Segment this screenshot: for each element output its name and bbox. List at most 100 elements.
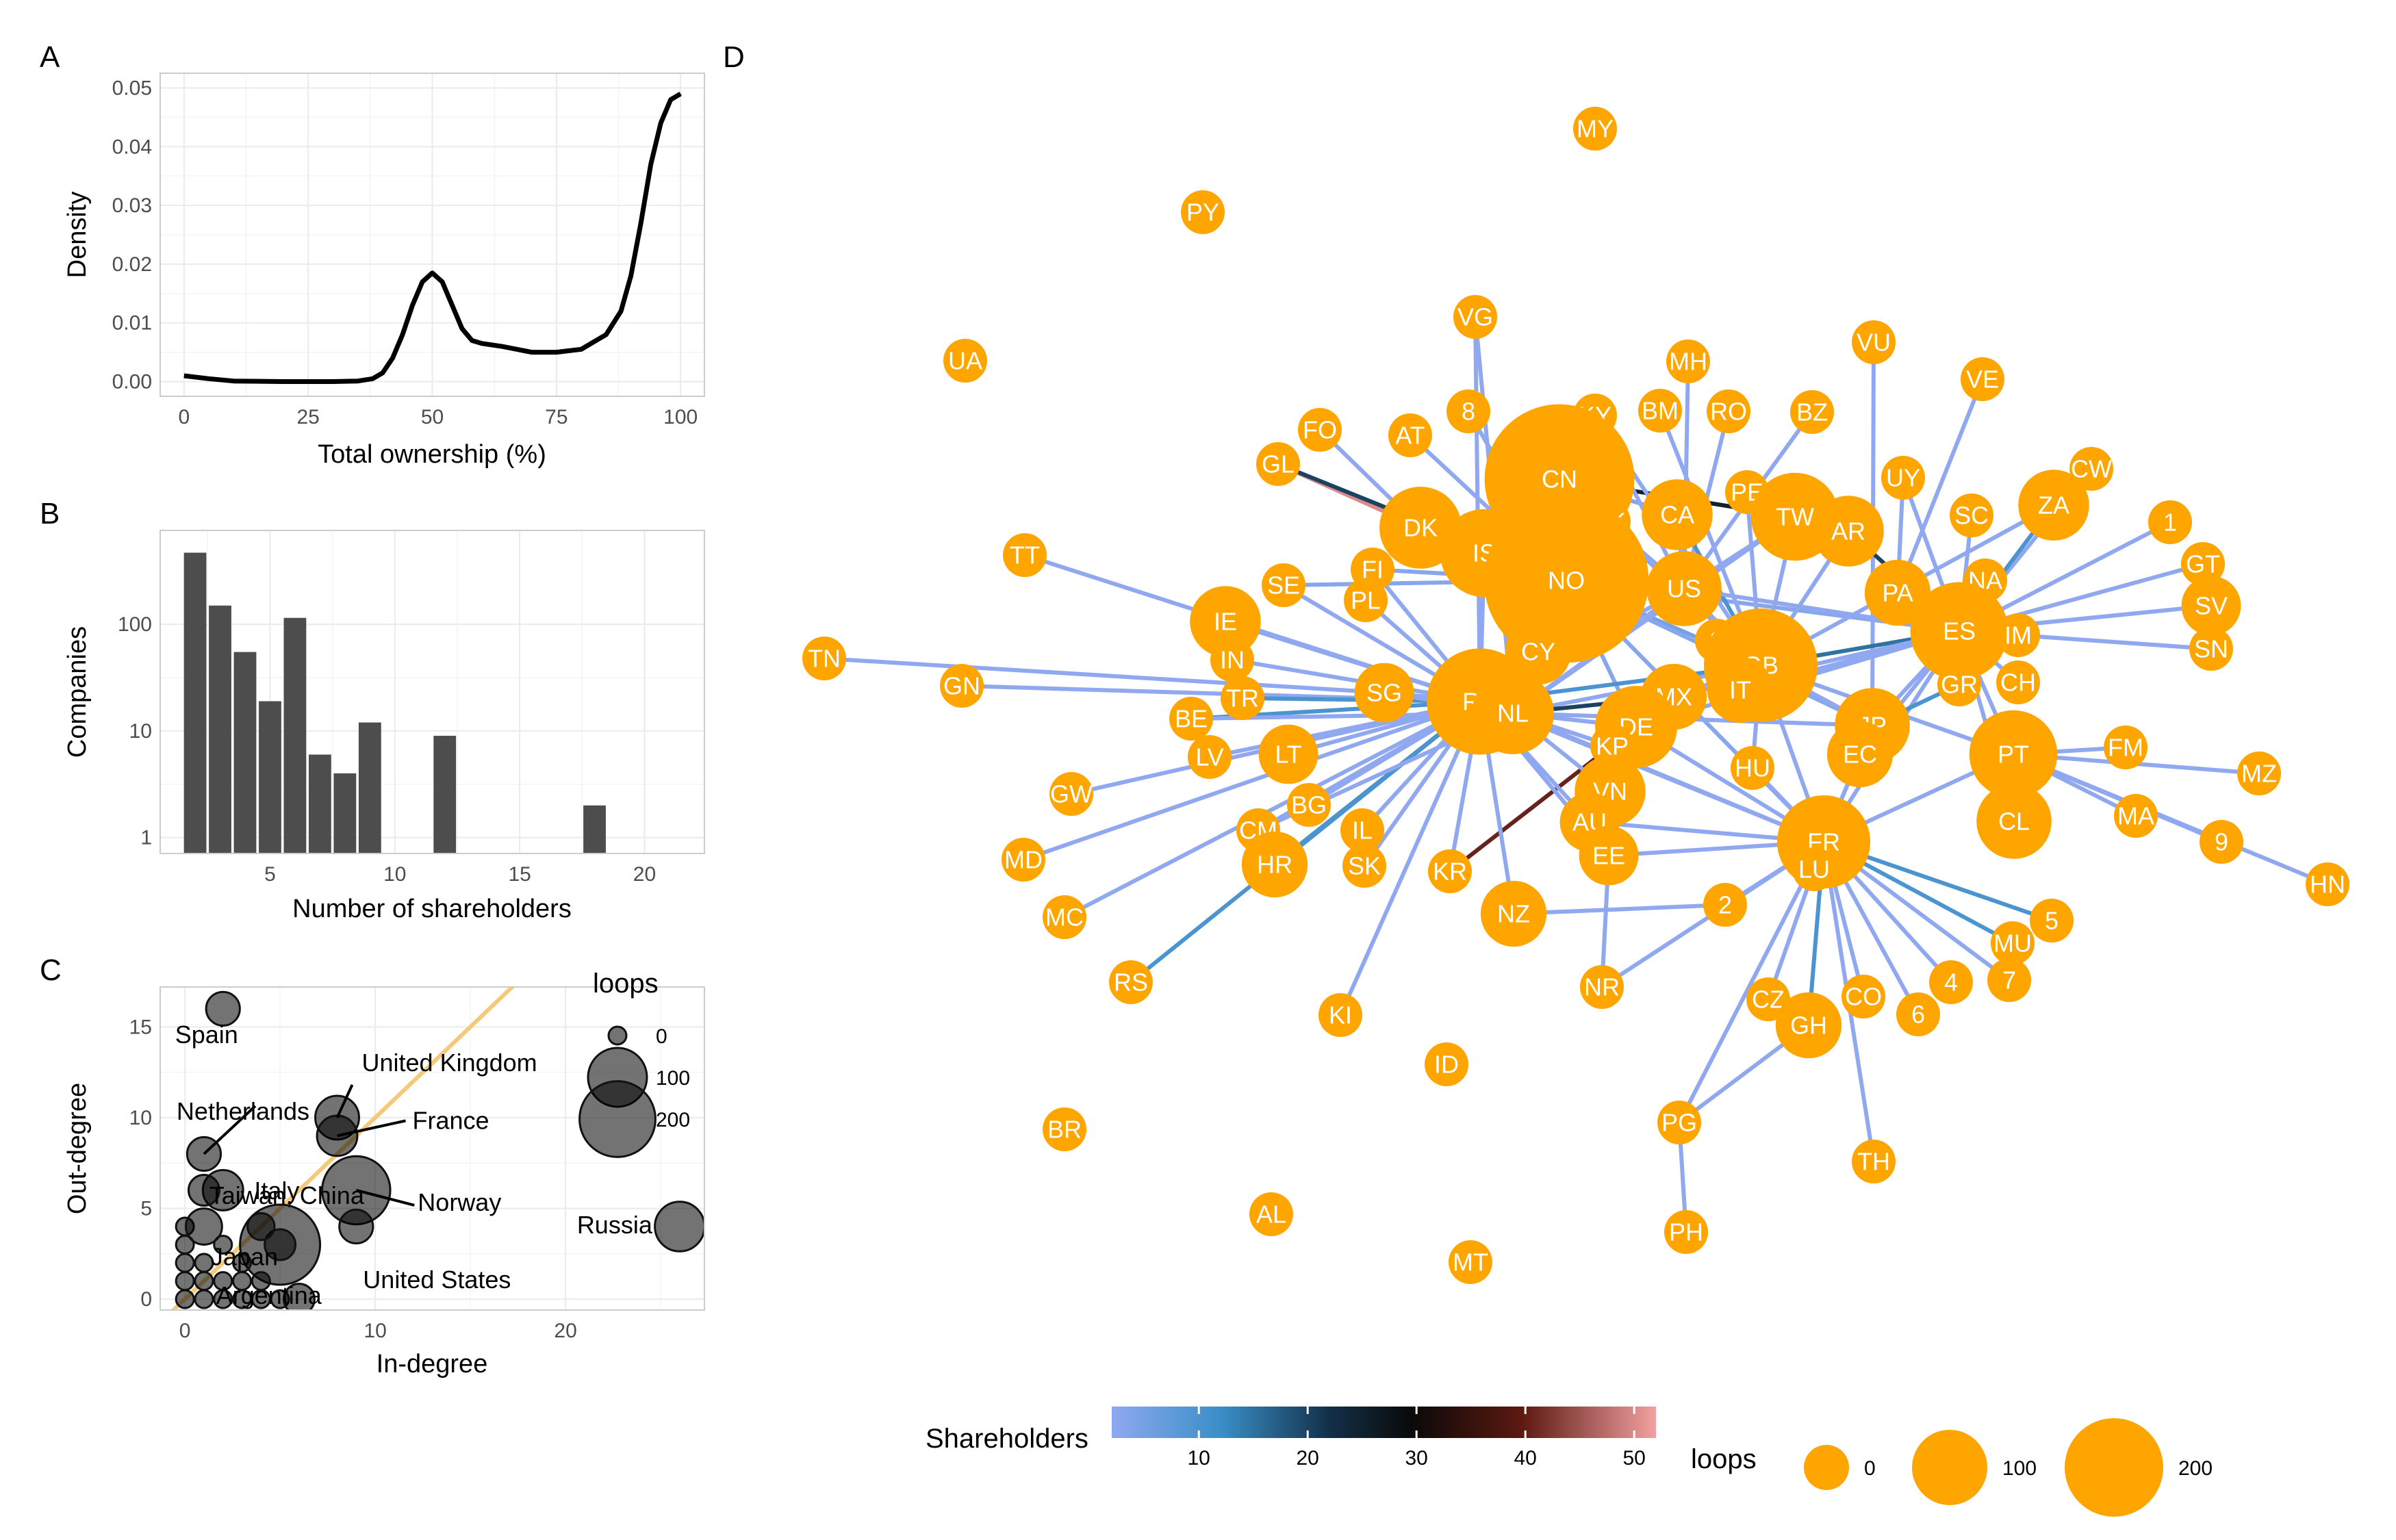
network-node-label: IN: [1220, 646, 1245, 674]
network-node-label: PA: [1882, 579, 1913, 607]
histogram-bar: [209, 605, 231, 854]
network-node-label: CW: [2071, 455, 2112, 483]
network-node-label: BM: [1642, 397, 1679, 425]
network-node-label: CY: [1521, 638, 1555, 666]
network-node-label: UA: [948, 347, 982, 375]
x-tick-label: 5: [264, 863, 276, 886]
network-node-label: TR: [1226, 684, 1259, 713]
network-node: [1340, 808, 1384, 852]
network-node-label: PH: [1669, 1218, 1703, 1246]
network-node-label: TH: [1857, 1148, 1890, 1176]
network-node-label: US: [1667, 575, 1701, 603]
panel-b-bars: [183, 552, 606, 854]
legend-size-key: [578, 1080, 657, 1158]
panel-b-xlabel: Number of shareholders: [292, 895, 572, 923]
network-node-label: PY: [1186, 198, 1219, 227]
network-node-label: SN: [2194, 635, 2228, 663]
network-node: [2114, 794, 2158, 838]
network-size-legend: loops 0 100 200: [1691, 1418, 2213, 1517]
network-node: [1950, 493, 1993, 537]
y-tick-label: 0.04: [112, 136, 152, 158]
panel-b-ylabel: Companies: [63, 626, 92, 758]
network-node-label: 1: [2163, 509, 2177, 537]
network-node: [1472, 672, 1554, 754]
histogram-bar: [233, 652, 257, 854]
network-node-label: MT: [1453, 1248, 1488, 1276]
network-node: [1256, 442, 1300, 486]
y-tick-label: 15: [129, 1016, 152, 1038]
network-node-label: 5: [2045, 907, 2059, 935]
network-node: [1996, 660, 2040, 704]
network-node: [1841, 975, 1885, 1018]
network-node-label: MH: [1669, 348, 1707, 376]
network-edge: [1023, 700, 1481, 862]
panel-b-ticks: 5 10 15 20 1 10 100: [118, 613, 656, 886]
network-edge: [1130, 700, 1481, 984]
point-annotation: United Kingdom: [362, 1049, 537, 1077]
network-node-label: MY: [1577, 115, 1614, 143]
network-node: [2030, 899, 2074, 942]
network-node: [1826, 721, 1894, 788]
network-node-label: TW: [1776, 503, 1814, 531]
network-node: [1221, 676, 1264, 720]
network-node-label: PG: [1661, 1109, 1697, 1137]
scatter-point: [654, 1201, 704, 1253]
network-node: [1969, 710, 2058, 799]
network-node-label: ZA: [2038, 491, 2069, 519]
panel-a-frame: [160, 73, 705, 397]
network-node: [1996, 613, 2040, 657]
network-node-label: HU: [1735, 754, 1770, 782]
scatter-point: [185, 1207, 223, 1246]
histogram-bar: [433, 736, 457, 854]
network-node: [1937, 663, 1981, 706]
panel-c-plot-area: Spain Netherlands United Kingdom France Taiw…: [170, 987, 704, 1310]
point-annotation: Japan: [211, 1243, 278, 1271]
network-node: [2189, 627, 2233, 671]
network-node-label: MZ: [2241, 760, 2277, 788]
network-node: [1388, 413, 1432, 457]
network-edge: [1513, 903, 1726, 916]
network-node: [1929, 960, 1973, 1004]
network-node-label: BE: [1175, 705, 1208, 733]
network-node-label: VU: [1857, 329, 1891, 357]
y-tick-label: 5: [140, 1198, 152, 1220]
network-node-label: TN: [808, 645, 841, 673]
network-node: [1043, 1107, 1086, 1151]
scatter-point: [246, 1211, 276, 1242]
point-annotation: Taiwan, China: [209, 1181, 365, 1209]
network-node: [1258, 724, 1318, 784]
network-node-label: 4: [1944, 968, 1958, 997]
network-node: [2148, 500, 2192, 544]
network-node-label: PT: [1998, 741, 2029, 769]
network-node: [2104, 726, 2148, 769]
y-tick-label: 0.00: [112, 371, 152, 394]
scatter-point: [338, 1208, 374, 1245]
network-node: [1003, 533, 1047, 577]
panel-d-network: MYPYUAVGVUVEMH8KYBMROBZFOATGLCNUYCWPETWZ…: [802, 107, 2349, 1517]
network-node-label: NR: [1584, 973, 1620, 1001]
network-node-label: HR: [1257, 851, 1292, 879]
network-node: [1505, 618, 1572, 685]
network-edge: [1338, 700, 1482, 1016]
point-annotation: Netherlands: [177, 1097, 309, 1125]
network-node-label: FO: [1303, 416, 1337, 444]
network-node-label: FM: [2108, 734, 2143, 762]
panel-a-ticks: 0 25 50 75 100 0.00 0.01 0.02 0.03 0.04 0.05: [112, 77, 698, 428]
scatter-point: [175, 1289, 195, 1309]
panel-a-ylabel: Density: [63, 192, 92, 279]
scatter-point: [213, 1235, 233, 1255]
y-tick-label: 0.05: [112, 77, 152, 99]
network-node: [1449, 1240, 1492, 1284]
network-node: [2237, 752, 2281, 795]
colorbar-tick-label: 40: [1514, 1447, 1537, 1470]
annotation-leader: [203, 1105, 257, 1155]
scatter-point: [232, 1289, 253, 1309]
network-node: [1298, 408, 1342, 452]
network-node-label: SK: [1348, 852, 1381, 880]
network-node-label: CO: [1845, 983, 1882, 1011]
network-node-label: GN: [943, 672, 980, 700]
y-tick-label: 0.03: [112, 194, 152, 217]
histogram-bar: [583, 805, 606, 854]
network-node: [1707, 656, 1774, 723]
network-node-label: PL: [1351, 587, 1381, 615]
